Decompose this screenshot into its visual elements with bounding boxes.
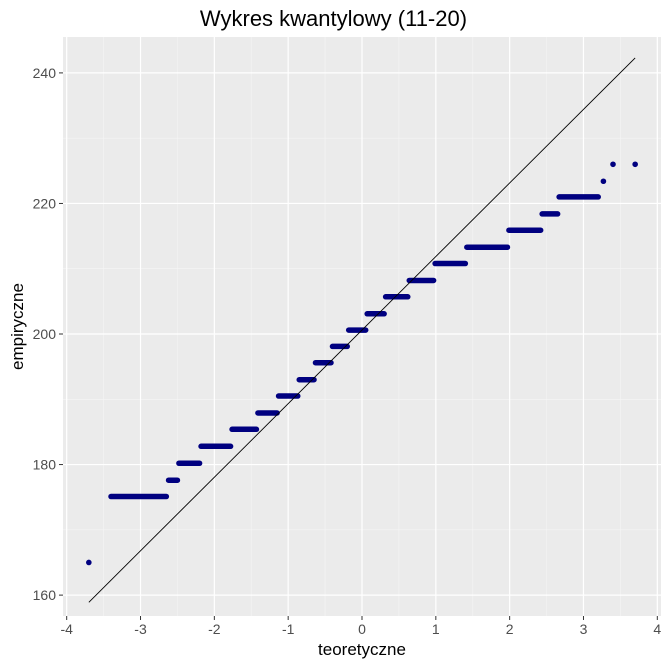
x-tick-label: -4	[60, 621, 73, 637]
data-point	[86, 559, 92, 566]
x-tick-label: 2	[506, 621, 514, 637]
x-tick-label: 4	[653, 621, 661, 637]
grid-layer	[63, 37, 661, 616]
x-axis-ticks: -4 -3 -2 -1 0 1 2 3 4	[60, 616, 661, 637]
y-tick-label: 220	[33, 195, 57, 211]
data-point	[600, 178, 607, 185]
points-layer	[86, 161, 638, 566]
x-tick-label: 1	[432, 621, 440, 637]
x-tick-label: -1	[282, 621, 295, 637]
x-tick-label: -2	[208, 621, 221, 637]
y-tick-label: 200	[33, 326, 57, 342]
x-axis-label: teoretyczne	[318, 640, 406, 659]
x-tick-label: 0	[358, 621, 366, 637]
y-tick-label: 240	[33, 65, 57, 81]
reference-line	[88, 57, 636, 603]
x-tick-label: -3	[134, 621, 147, 637]
data-point	[610, 161, 616, 168]
data-point	[632, 161, 638, 168]
y-tick-label: 180	[33, 457, 57, 473]
y-axis-ticks: 160 180 200 220 240	[33, 65, 63, 603]
chart-title: Wykres kwantylowy (11-20)	[199, 6, 468, 31]
x-tick-label: 3	[580, 621, 588, 637]
y-axis-label: empiryczne	[8, 283, 27, 370]
y-tick-label: 160	[33, 587, 57, 603]
